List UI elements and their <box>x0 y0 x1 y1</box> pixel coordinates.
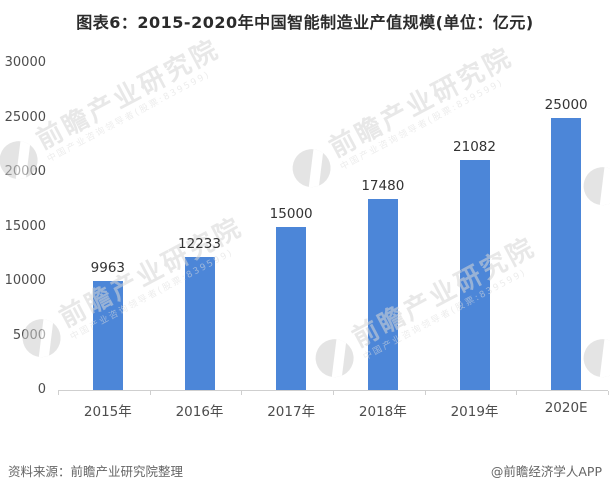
bar-value-label: 15000 <box>269 205 313 222</box>
x-axis-tick <box>149 391 151 395</box>
bar-value-label: 25000 <box>544 96 588 113</box>
bar-value-label: 12233 <box>178 235 221 252</box>
y-axis-tick-label: 0 <box>37 382 46 397</box>
x-axis-category-label: 2018年 <box>358 404 407 420</box>
x-axis-category-label: 2016年 <box>175 404 224 420</box>
credit-note: @前瞻经济学人APP <box>490 464 602 479</box>
x-axis-category-label: 2020E <box>544 400 588 416</box>
x-axis-tick <box>608 391 609 395</box>
bar-value-label: 9963 <box>90 260 125 277</box>
bar <box>551 117 582 390</box>
x-axis-tick <box>58 391 59 395</box>
bar-value-label: 21082 <box>453 139 496 156</box>
x-axis-category-label: 2019年 <box>450 404 499 420</box>
y-axis-tick-label: 5000 <box>12 327 46 343</box>
bar <box>367 199 398 390</box>
y-axis-tick-label: 15000 <box>4 218 46 234</box>
x-axis-category-label: 2017年 <box>267 404 316 420</box>
x-axis-category-label: 2015年 <box>83 404 132 420</box>
y-axis-tick-label: 10000 <box>4 273 46 288</box>
x-axis-tick <box>424 391 426 395</box>
bar-value-label: 17480 <box>361 178 405 195</box>
x-axis-tick <box>516 391 518 395</box>
y-axis-tick-label: 25000 <box>4 109 46 125</box>
x-axis-tick <box>333 391 334 395</box>
bar <box>92 281 123 390</box>
x-axis-tick <box>241 391 243 395</box>
x-axis-line <box>58 390 608 391</box>
y-axis-tick-label: 30000 <box>4 55 46 70</box>
bar <box>459 160 490 390</box>
source-note: 资料来源：前瞻产业研究院整理 <box>8 464 184 479</box>
bar <box>184 256 215 390</box>
bar <box>276 226 307 390</box>
chart-title: 图表6：2015-2020年中国智能制造业产值规模(单位：亿元) <box>76 13 534 32</box>
y-axis-tick-label: 20000 <box>4 164 46 179</box>
